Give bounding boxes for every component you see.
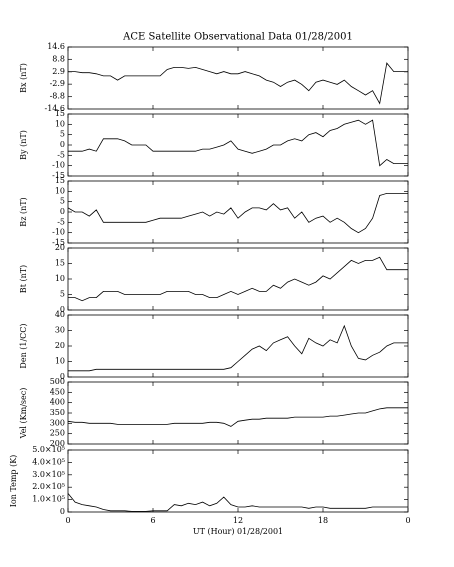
y-tick-label: -5 [57,217,65,226]
y-tick-label: -8.8 [50,92,65,101]
y-tick-label: 0 [60,140,65,149]
y-tick-label: 3.0×10⁵ [32,470,65,479]
y-tick-label: -10 [52,228,65,237]
y-tick-label: 1.0×10⁵ [32,495,65,504]
data-line [68,119,408,167]
y-axis-label: By (nT) [19,130,28,160]
y-tick-label: 400 [50,398,65,407]
y-tick-label: 0 [60,305,65,314]
y-tick-label: 300 [50,418,65,427]
y-tick-label: 0 [60,507,65,516]
y-tick-label: -15 [52,238,65,247]
y-tick-label: 10 [55,119,65,128]
y-tick-label: 10 [55,357,65,366]
y-tick-label: 2.0×10⁵ [32,482,65,491]
y-axis-label: Den (1/CC) [19,323,28,368]
y-axis-label: Bt (nT) [19,265,28,293]
y-tick-label: -10 [52,161,65,170]
chart-title: ACE Satellite Observational Data 01/28/2… [122,32,353,43]
plot-frame [67,247,409,311]
plot-frame [67,449,409,513]
x-tick-label: 0 [405,516,410,525]
y-tick-label: 0 [60,207,65,216]
data-line [67,493,408,512]
y-tick-label: 4.0×10⁵ [32,457,65,466]
y-tick-label: -5 [57,150,65,159]
y-axis-label: Bx (nT) [19,63,28,93]
y-tick-label: 350 [50,408,65,417]
y-tick-label: 40 [55,310,65,319]
y-tick-label: 14.6 [47,42,65,51]
y-tick-label: 20 [55,341,65,350]
data-line [68,62,408,105]
plot-frame [67,113,409,177]
plot-frame [67,46,409,110]
y-tick-label: 30 [55,326,65,335]
y-tick-label: 15 [55,259,65,268]
y-tick-label: 15 [55,109,65,118]
y-tick-label: 2.9 [52,67,65,76]
y-tick-label: 250 [50,429,65,438]
data-line [68,324,408,372]
y-tick-label: 20 [55,243,65,252]
y-tick-label: 5.0×10⁵ [32,445,65,454]
y-tick-label: 500 [50,377,65,386]
y-tick-label: 10 [55,186,65,195]
x-tick-label: 0 [65,516,70,525]
y-tick-label: 5 [60,130,65,139]
y-tick-label: 0 [60,372,65,381]
x-tick-label: 6 [150,516,155,525]
y-axis-label: Bz (nT) [19,197,28,226]
x-tick-label: 12 [233,516,243,525]
y-axis-label: Vel (Km/sec) [19,388,28,440]
x-axis-label: UT (Hour) 01/28/2001 [193,527,283,536]
y-tick-label: -2.9 [50,79,65,88]
plot-frame [67,180,409,244]
data-line [67,407,408,427]
x-tick-label: 18 [318,516,328,525]
y-tick-label: 15 [55,176,65,185]
plot-frame [67,314,409,378]
y-tick-label: 450 [50,387,65,396]
y-tick-label: 10 [55,274,65,283]
data-line [67,193,408,234]
data-line [68,256,408,302]
y-tick-label: 5 [60,290,65,299]
y-axis-label: Ion Temp (K) [9,455,18,508]
y-tick-label: 8.8 [52,54,65,63]
y-tick-label: -14.6 [44,104,65,113]
y-tick-label: 200 [50,439,65,448]
y-tick-label: -15 [52,171,65,180]
y-tick-label: 5 [60,197,65,206]
